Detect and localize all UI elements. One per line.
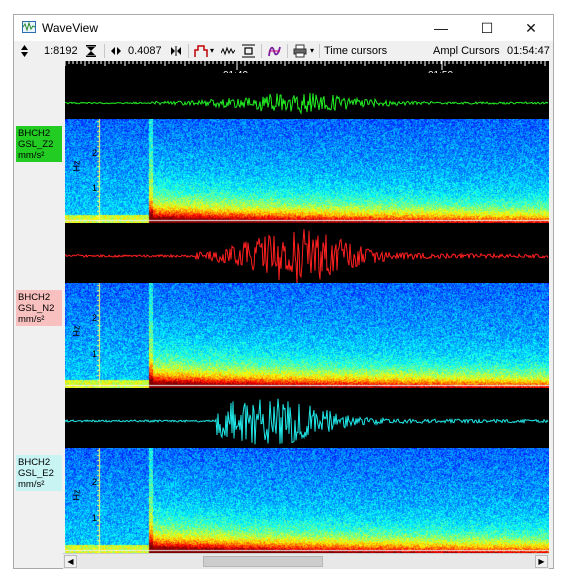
current-time-display: 01:54:47 <box>507 45 550 57</box>
horizontal-zoom-icon[interactable] <box>170 44 182 58</box>
minimize-button[interactable]: — <box>434 20 448 36</box>
toolbar-separator <box>261 44 262 58</box>
toolbar: 1:8192 0.4087 ▾ <box>14 41 553 61</box>
spectrogram-n2[interactable] <box>65 283 549 388</box>
print-icon[interactable] <box>293 44 307 58</box>
channel-name: BHCH2 <box>18 457 51 468</box>
horizontal-zoom-value: 0.4087 <box>128 45 162 57</box>
waveform-trace-n2[interactable] <box>65 226 549 286</box>
channel-station: GSL_E2 <box>18 468 54 479</box>
channel-unit: mm/s² <box>18 479 45 490</box>
waveform-trace-e2[interactable] <box>65 391 549 451</box>
horizontal-scrollbar[interactable]: ◀ ▶ <box>63 553 549 569</box>
frequency-tick: 1 <box>92 513 98 523</box>
channel-label-z2[interactable]: BHCH2 GSL_Z2 mm/s² <box>16 126 62 162</box>
waveform-icon[interactable] <box>221 44 235 58</box>
title-bar: WaveView — ☐ ✕ <box>14 15 553 41</box>
filter-icon[interactable] <box>194 44 208 58</box>
waveview-app-icon <box>22 21 36 33</box>
waveform-area: BHCH2 GSL_Z2 mm/s² BHCH2 GSL_N2 mm/s² BH… <box>14 61 553 553</box>
frequency-tick: 2 <box>92 313 98 323</box>
frequency-tick: 1 <box>92 183 98 193</box>
channel-name: BHCH2 <box>18 292 51 303</box>
time-axis: 01:40 01:50 <box>65 61 549 81</box>
toolbar-separator <box>319 44 320 58</box>
frequency-tick: 1 <box>92 349 98 359</box>
frequency-axis-unit: Hz <box>71 489 82 501</box>
spectrum-icon[interactable] <box>267 44 282 58</box>
window-title: WaveView <box>42 21 99 35</box>
vertical-zoom-value: 1:8192 <box>44 45 78 57</box>
ampl-cursors-button[interactable]: Ampl Cursors <box>433 45 500 57</box>
scroll-right-arrow-icon[interactable]: ▶ <box>535 555 548 568</box>
scroll-left-arrow-icon[interactable]: ◀ <box>64 555 77 568</box>
plot-area[interactable]: 01:40 01:50 Hz 2 1 Hz 2 1 Hz 2 1 <box>65 61 549 553</box>
channel-station: GSL_N2 <box>18 303 55 314</box>
vertical-zoom-icon[interactable] <box>86 44 96 58</box>
channel-name: BHCH2 <box>18 128 51 139</box>
channel-station: GSL_Z2 <box>18 139 54 150</box>
filter-dropdown-arrow[interactable]: ▾ <box>210 46 215 55</box>
vertical-scroll-arrows-icon[interactable] <box>20 44 29 58</box>
spectrogram-e2[interactable] <box>65 448 549 553</box>
toolbar-separator <box>287 44 288 58</box>
close-button[interactable]: ✕ <box>525 20 537 36</box>
frequency-tick: 2 <box>92 148 98 158</box>
channel-label-n2[interactable]: BHCH2 GSL_N2 mm/s² <box>16 290 62 326</box>
channel-labels-column: BHCH2 GSL_Z2 mm/s² BHCH2 GSL_N2 mm/s² BH… <box>14 61 65 553</box>
time-axis-ticks <box>65 61 546 70</box>
maximize-button[interactable]: ☐ <box>480 20 494 36</box>
time-cursors-button[interactable]: Time cursors <box>324 45 388 57</box>
channel-unit: mm/s² <box>18 314 45 325</box>
horizontal-scroll-arrows-icon[interactable] <box>110 44 122 58</box>
waveview-window: WaveView — ☐ ✕ 1:8192 0.4087 ▾ <box>13 14 554 569</box>
fit-window-icon[interactable] <box>242 44 255 58</box>
frequency-axis-unit: Hz <box>71 325 82 337</box>
frequency-axis-unit: Hz <box>71 160 82 172</box>
toolbar-separator <box>188 44 189 58</box>
print-dropdown-arrow[interactable]: ▾ <box>310 46 315 55</box>
frequency-tick: 2 <box>92 477 98 487</box>
scrollbar-thumb[interactable] <box>203 556 323 567</box>
toolbar-separator <box>104 44 105 58</box>
spectrogram-z2[interactable] <box>65 119 549 223</box>
channel-label-e2[interactable]: BHCH2 GSL_E2 mm/s² <box>16 455 62 491</box>
channel-unit: mm/s² <box>18 150 45 161</box>
